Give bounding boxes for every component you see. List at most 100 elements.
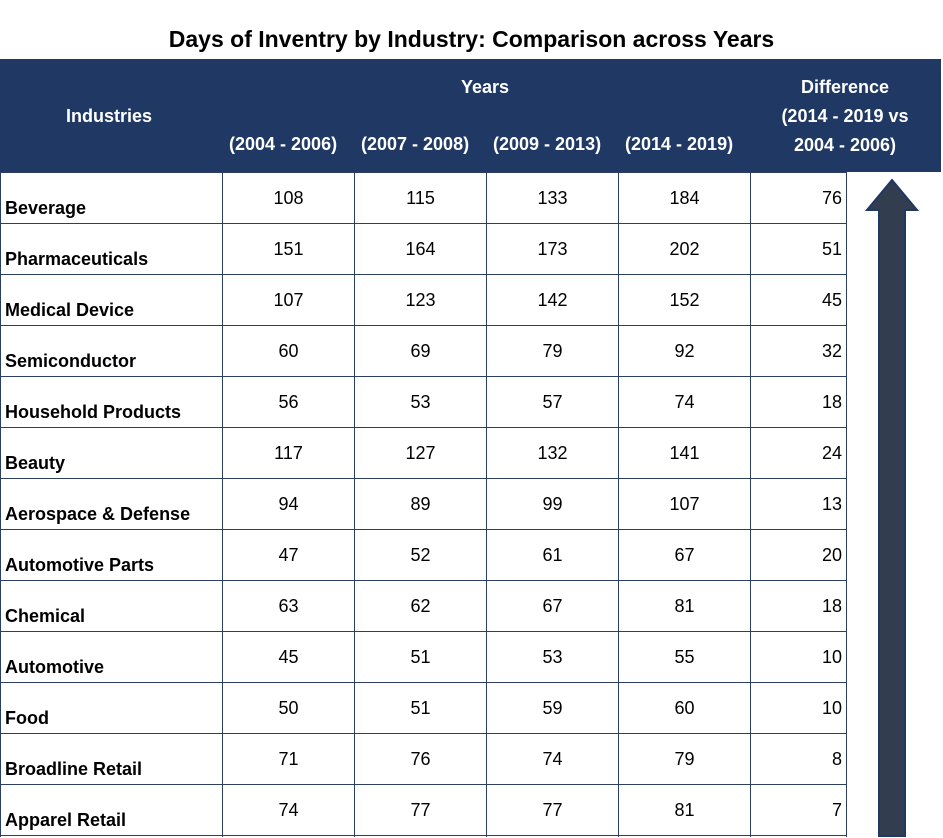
table-row: Beauty 117 127 132 141 24 — [0, 427, 846, 478]
value-cell: 45 — [278, 647, 299, 667]
value-cell: 115 — [406, 188, 435, 208]
header-difference-line: Difference — [800, 77, 890, 97]
grid-line-vertical — [222, 172, 223, 837]
industry-label: Pharmaceuticals — [5, 249, 149, 269]
value-cell: 59 — [542, 698, 563, 718]
value-cell: 74 — [542, 749, 563, 769]
value-cell: 74 — [278, 800, 299, 820]
value-cell: 107 — [273, 290, 304, 310]
difference-cell: 45 — [821, 290, 842, 310]
value-cell: 60 — [278, 341, 299, 361]
grid-line-vertical — [486, 172, 487, 837]
value-cell: 47 — [278, 545, 299, 565]
grid-line-vertical — [354, 172, 355, 837]
value-cell: 81 — [674, 800, 695, 820]
value-cell: 51 — [410, 647, 431, 667]
grid-line-vertical — [750, 172, 751, 837]
value-cell: 164 — [405, 239, 436, 259]
value-cell: 108 — [273, 188, 304, 208]
table-row: Automotive Parts 47 52 61 67 20 — [0, 529, 846, 580]
grid-line-vertical — [0, 172, 1, 837]
value-cell: 57 — [542, 392, 563, 412]
value-cell: 173 — [537, 239, 568, 259]
value-cell: 74 — [674, 392, 695, 412]
grid-line-horizontal — [0, 580, 846, 581]
grid-line-horizontal — [0, 325, 846, 326]
value-cell: 79 — [542, 341, 563, 361]
industry-label: Aerospace & Defense — [5, 504, 191, 524]
table-row: Semiconductor 60 69 79 92 32 — [0, 325, 846, 376]
table-row: Chemical 63 62 67 81 18 — [0, 580, 846, 631]
table-row: Medical Device 107 123 142 152 45 — [0, 274, 846, 325]
value-cell: 52 — [410, 545, 431, 565]
up-arrow-icon — [864, 178, 920, 837]
difference-cell: 24 — [821, 443, 842, 463]
value-cell: 142 — [537, 290, 568, 310]
table-row: Pharmaceuticals 151 164 173 202 51 — [0, 223, 846, 274]
table-row: Apparel Retail 74 77 77 81 7 — [0, 784, 846, 835]
grid-line-horizontal — [0, 733, 846, 734]
table-row: Broadline Retail 71 76 74 79 8 — [0, 733, 846, 784]
table-row: Household Products 56 53 57 74 18 — [0, 376, 846, 427]
header-industries: Industries — [66, 106, 153, 126]
header-period: (2014 - 2019) — [625, 134, 734, 154]
value-cell: 62 — [410, 596, 431, 616]
table-header: Industries Years (2004 - 2006) (2007 - 2… — [0, 59, 941, 172]
value-cell: 50 — [278, 698, 299, 718]
difference-cell: 20 — [821, 545, 842, 565]
industry-label: Beauty — [5, 453, 66, 473]
value-cell: 63 — [278, 596, 299, 616]
value-cell: 184 — [669, 188, 700, 208]
difference-cell: 13 — [821, 494, 842, 514]
value-cell: 152 — [669, 290, 700, 310]
value-cell: 77 — [542, 800, 563, 820]
difference-cell: 8 — [831, 749, 842, 769]
industry-label: Broadline Retail — [5, 759, 143, 779]
chart-title: Days of Inventry by Industry: Comparison… — [168, 26, 775, 52]
difference-cell: 51 — [821, 239, 842, 259]
value-cell: 61 — [542, 545, 563, 565]
value-cell: 202 — [669, 239, 700, 259]
value-cell: 67 — [674, 545, 695, 565]
industry-label: Household Products — [5, 402, 182, 422]
table-row: Aerospace & Defense 94 89 99 107 13 — [0, 478, 846, 529]
value-cell: 79 — [674, 749, 695, 769]
value-cell: 94 — [278, 494, 299, 514]
grid-line-horizontal — [0, 223, 846, 224]
grid-line-horizontal — [0, 274, 846, 275]
value-cell: 71 — [278, 749, 299, 769]
header-difference-line: 2004 - 2006) — [793, 135, 897, 155]
value-cell: 77 — [410, 800, 431, 820]
grid-line-horizontal — [0, 835, 846, 836]
industry-label: Automotive Parts — [5, 555, 155, 575]
value-cell: 117 — [274, 443, 303, 463]
industry-label: Chemical — [5, 606, 86, 626]
value-cell: 53 — [410, 392, 431, 412]
value-cell: 141 — [669, 443, 700, 463]
industry-label: Food — [5, 708, 49, 728]
value-cell: 123 — [405, 290, 436, 310]
difference-cell: 76 — [821, 188, 842, 208]
header-period: (2007 - 2008) — [361, 134, 470, 154]
table-row: Food 50 51 59 60 10 — [0, 682, 846, 733]
industry-label: Automotive — [5, 657, 104, 677]
value-cell: 99 — [542, 494, 563, 514]
value-cell: 53 — [542, 647, 563, 667]
value-cell: 107 — [669, 494, 700, 514]
difference-cell: 10 — [821, 647, 842, 667]
header-difference: Difference (2014 - 2019 vs 2004 - 2006) — [750, 73, 940, 160]
grid-line-horizontal — [0, 529, 846, 530]
table-row: Beverage 108 115 133 184 76 — [0, 172, 846, 223]
industry-label: Semiconductor — [5, 351, 137, 371]
difference-cell: 32 — [821, 341, 842, 361]
header-difference-line: (2014 - 2019 vs — [781, 106, 909, 126]
grid-line-horizontal — [0, 172, 846, 173]
industry-label: Beverage — [5, 198, 87, 218]
grid-line-horizontal — [0, 784, 846, 785]
value-cell: 133 — [537, 188, 568, 208]
grid-line-horizontal — [0, 478, 846, 479]
industry-label: Apparel Retail — [5, 810, 127, 830]
header-period: (2009 - 2013) — [493, 134, 602, 154]
header-years: Years — [461, 77, 510, 97]
grid-line-vertical — [618, 172, 619, 837]
